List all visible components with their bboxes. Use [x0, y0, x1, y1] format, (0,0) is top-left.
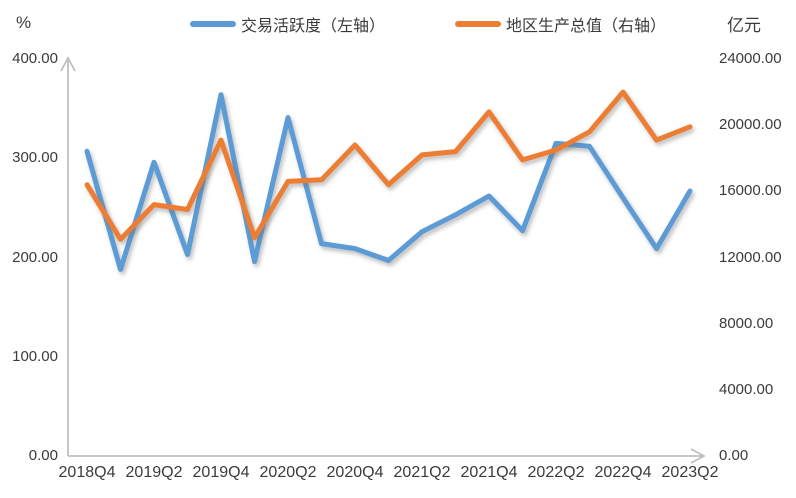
left-axis-tick-label: 0.00 [28, 447, 58, 464]
right-axis-tick-label: 8000.00 [719, 315, 774, 332]
left-axis-tick-label: 200.00 [12, 249, 58, 266]
blue-line-swatch-icon [190, 21, 236, 27]
series-line-trading-activity [84, 92, 693, 272]
x-axis-tick-label: 2020Q2 [259, 464, 317, 481]
right-axis-tick-label: 20000.00 [719, 116, 782, 133]
right-axis-tick-label: 16000.00 [719, 182, 782, 199]
x-axis-tick-label: 2022Q2 [527, 464, 585, 481]
x-axis-tick-label: 2018Q4 [58, 464, 116, 481]
legend-item-gdp: 地区生产总值（右轴） [455, 12, 666, 36]
left-axis-tick-label: 100.00 [12, 348, 58, 365]
right-axis-tick-label: 4000.00 [719, 381, 774, 398]
series-line-gdp [84, 89, 693, 242]
legend-item-trading-activity: 交易活跃度（左轴） [190, 12, 385, 36]
left-axis-tick-label: 400.00 [12, 50, 58, 67]
x-axis-tick-label: 2022Q4 [594, 464, 652, 481]
right-axis-tick-label: 0.00 [719, 447, 749, 464]
right-axis-tick-label: 12000.00 [719, 249, 782, 266]
series-group [84, 89, 693, 272]
x-axis-tick-label: 2021Q2 [393, 464, 451, 481]
legend: 交易活跃度（左轴） 地区生产总值（右轴） [190, 12, 666, 36]
left-axis-tick-label: 300.00 [12, 149, 58, 166]
orange-line-swatch-icon [455, 21, 502, 27]
legend-label-trading-activity: 交易活跃度（左轴） [241, 18, 386, 35]
x-axis-tick-label: 2021Q4 [460, 464, 518, 481]
x-axis-tick-label: 2023Q2 [661, 464, 719, 481]
x-axis-arrow-icon [690, 448, 706, 464]
right-axis-unit-label: 亿元 [727, 16, 761, 35]
legend-label-gdp: 地区生产总值（右轴） [506, 18, 667, 35]
right-axis-tick-label: 24000.00 [719, 50, 782, 67]
y-axis-arrow-icon [60, 56, 76, 72]
x-axis-tick-label: 2019Q4 [192, 464, 250, 481]
left-axis-unit-label: % [16, 13, 32, 32]
x-axis-tick-label: 2020Q4 [326, 464, 384, 481]
x-axis-tick-label: 2019Q2 [125, 464, 183, 481]
